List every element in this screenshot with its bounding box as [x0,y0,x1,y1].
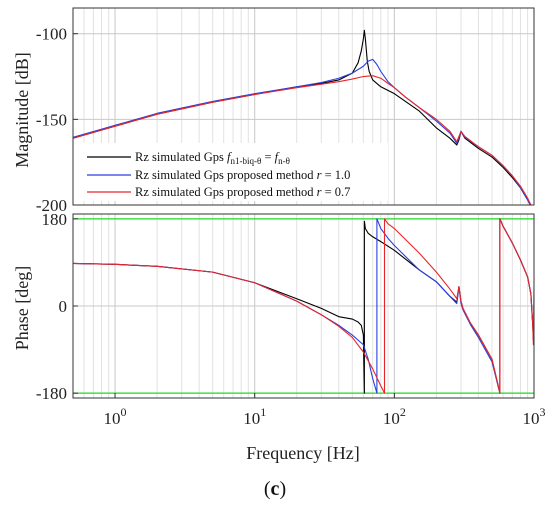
x-tick-label: 102 [383,405,406,428]
caption-label: c [270,478,280,500]
y-tick-label: -150 [36,110,67,129]
magnitude-y-ticks: -100 -150 -200 [36,25,78,215]
x-axis-label: Frequency [Hz] [246,443,359,463]
x-tick-label: 103 [523,405,546,428]
caption-open-paren: ( [263,478,271,500]
y-tick-label: -200 [36,196,67,215]
legend-entry-blue: Rz simulated Gps proposed method r = 1.0 [87,168,350,182]
legend-box [82,143,388,201]
y-tick-label: -100 [36,25,67,44]
phase-series-red [73,218,534,394]
phase-reference-lines [73,218,534,394]
magnitude-axes-box [72,7,535,206]
caption-close-paren: ) [279,478,287,500]
x-tick-label: 101 [243,405,266,428]
bode-plot-figure: -100 -150 -200 Magnitude [dB] Rz simulated… [12,7,546,463]
legend-entry-black: Rz simulated Gps fn1-biq-θ = fn-θ [87,150,290,166]
phase-panel: 180 0 -180 100 101 102 103 Phase [deg] Freque… [12,210,546,463]
legend-label-black: Rz simulated Gps fn1-biq-θ = fn-θ [135,150,290,166]
magnitude-y-axis-label: Magnitude [dB] [12,52,32,167]
y-tick-label: 0 [59,297,68,316]
figure-caption: (c) [0,478,550,501]
legend-label-red: Rz simulated Gps proposed method r = 0.7 [135,185,350,199]
legend-label-blue: Rz simulated Gps proposed method r = 1.0 [135,168,350,182]
frequency-x-ticks: 100 101 102 103 [104,393,546,428]
y-tick-label: -180 [36,384,67,403]
y-tick-label: 180 [42,210,68,229]
x-tick-label: 100 [104,405,127,428]
legend-entry-red: Rz simulated Gps proposed method r = 0.7 [87,185,350,199]
phase-y-axis-label: Phase [deg] [12,266,32,350]
magnitude-panel: -100 -150 -200 Magnitude [dB] Rz simulated… [12,7,535,215]
magnitude-series-group [73,29,532,205]
legend: Rz simulated Gps fn1-biq-θ = fn-θ Rz sim… [82,143,388,201]
magnitude-series-red [73,75,532,205]
phase-y-ticks: 180 0 -180 [36,210,78,403]
phase-series-group [73,218,534,394]
